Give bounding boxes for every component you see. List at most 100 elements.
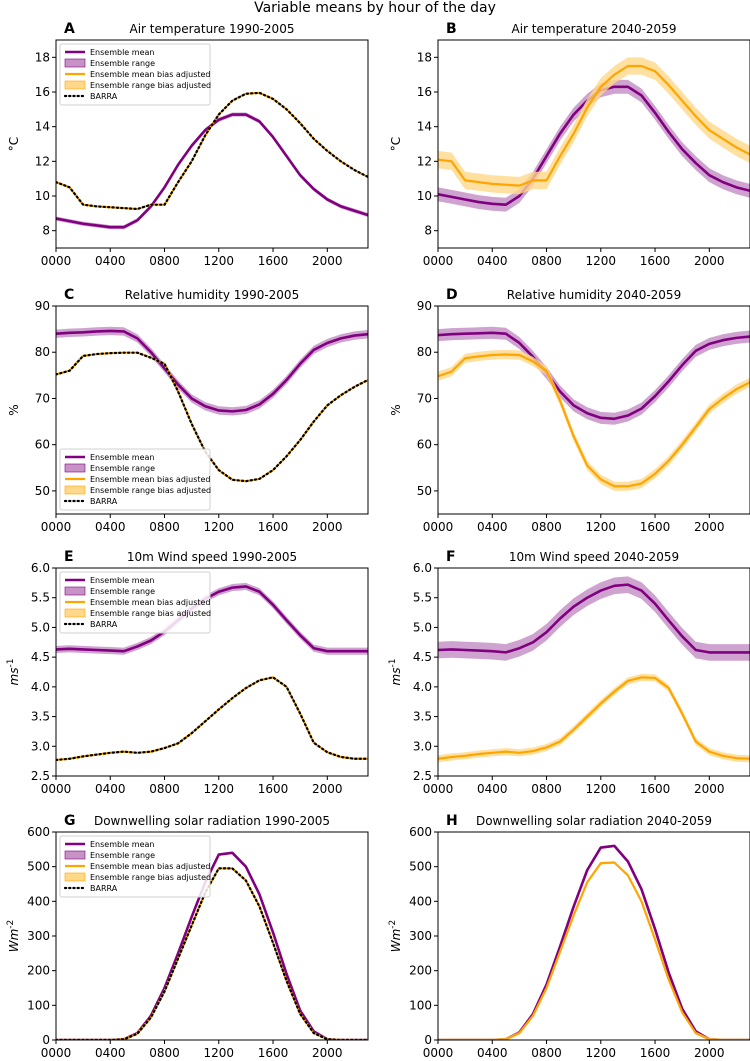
legend-swatch-ens-range bbox=[64, 850, 86, 860]
y-tick-label: 14 bbox=[35, 120, 50, 134]
x-tick-label: 0000 bbox=[423, 1046, 454, 1060]
legend-label: Ensemble range bias adjusted bbox=[90, 609, 211, 618]
y-tick-label: 60 bbox=[35, 438, 50, 452]
series-line-bias bbox=[438, 676, 750, 760]
panel-f: 10m Wind speed 2040-2059 F 0000 0400 0800 120… bbox=[388, 549, 750, 796]
axes-frame bbox=[437, 567, 750, 777]
y-tick-label: 300 bbox=[409, 929, 432, 943]
y-tick-label: 5.5 bbox=[31, 591, 50, 605]
x-tick-label: 2000 bbox=[312, 254, 343, 268]
legend-swatch-bias-range bbox=[64, 485, 86, 495]
x-tick-label: 1200 bbox=[586, 1046, 617, 1060]
y-tick-label: 16 bbox=[35, 85, 50, 99]
y-tick-label: 0 bbox=[42, 1033, 50, 1047]
legend-label: Ensemble range bbox=[90, 587, 155, 596]
legend-label: Ensemble range bias adjusted bbox=[90, 873, 211, 882]
panel-title: Downwelling solar radiation 2040-2059 bbox=[476, 814, 712, 828]
series-band-bias bbox=[438, 673, 750, 763]
y-tick-label: 3.5 bbox=[413, 710, 432, 724]
legend-label: Ensemble mean bias adjusted bbox=[90, 475, 211, 484]
y-tick-label: 12 bbox=[35, 154, 50, 168]
legend-label: Ensemble mean bias adjusted bbox=[90, 70, 211, 79]
legend-label: Ensemble mean bbox=[90, 453, 154, 462]
legend-box bbox=[59, 448, 211, 511]
x-tick-label: 0000 bbox=[41, 520, 72, 534]
panel-title: 10m Wind speed 2040-2059 bbox=[509, 550, 679, 564]
panel-title: Relative humidity 1990-2005 bbox=[125, 288, 299, 302]
x-tick-label: 1600 bbox=[258, 520, 289, 534]
series-line-bias bbox=[438, 64, 750, 187]
y-tick-label: 200 bbox=[27, 964, 50, 978]
legend-label: Ensemble mean bbox=[90, 48, 154, 57]
x-tick-label: 0400 bbox=[95, 520, 126, 534]
legend-label: Ensemble range bias adjusted bbox=[90, 486, 211, 495]
y-tick-label: 500 bbox=[409, 860, 432, 874]
x-tick-label: 1600 bbox=[258, 782, 289, 796]
y-tick-label: 18 bbox=[417, 50, 432, 64]
legend-label: Ensemble range bias adjusted bbox=[90, 81, 211, 90]
y-tick-label: 3.5 bbox=[31, 710, 50, 724]
x-tick-label: 0400 bbox=[95, 782, 126, 796]
y-tick-label: 10 bbox=[35, 189, 50, 203]
series-band-ens bbox=[56, 112, 368, 230]
y-tick-label: 18 bbox=[35, 50, 50, 64]
y-tick-label: 70 bbox=[35, 391, 50, 405]
panel-title: 10m Wind speed 1990-2005 bbox=[127, 550, 297, 564]
y-tick-label: 600 bbox=[409, 825, 432, 839]
y-tick-label: 5.0 bbox=[413, 620, 432, 634]
series-line-ens bbox=[56, 113, 368, 229]
panel-title: Relative humidity 2040-2059 bbox=[507, 288, 681, 302]
series-band-ens bbox=[438, 576, 750, 661]
legend-swatch-bias-range bbox=[64, 872, 86, 882]
legend-label: BARRA bbox=[90, 497, 118, 506]
legend-label: BARRA bbox=[90, 92, 118, 101]
y-tick-label: 6.0 bbox=[31, 561, 50, 575]
legend-label: BARRA bbox=[90, 620, 118, 629]
series-band-ens bbox=[438, 326, 750, 425]
x-tick-label: 2000 bbox=[694, 254, 725, 268]
panel-letter: G bbox=[64, 813, 76, 829]
y-tick-label: 4.0 bbox=[413, 680, 432, 694]
x-tick-label: 0800 bbox=[531, 520, 562, 534]
x-tick-label: 0800 bbox=[149, 254, 180, 268]
x-tick-label: 0400 bbox=[477, 782, 508, 796]
x-tick-label: 0800 bbox=[149, 782, 180, 796]
x-tick-label: 2000 bbox=[312, 520, 343, 534]
y-tick-label: 0 bbox=[424, 1033, 432, 1047]
y-tick-label: 50 bbox=[35, 484, 50, 498]
x-tick-label: 0800 bbox=[149, 520, 180, 534]
panel-b: Air temperature 2040-2059 B 0000 0400 0800 12… bbox=[389, 21, 750, 268]
y-tick-label: 2.5 bbox=[31, 769, 50, 783]
legend-label: Ensemble range bbox=[90, 851, 155, 860]
y-tick-label: 6.0 bbox=[413, 561, 432, 575]
x-tick-label: 1600 bbox=[258, 254, 289, 268]
y-tick-label: 2.5 bbox=[413, 769, 432, 783]
panel-letter: F bbox=[446, 549, 456, 565]
x-tick-label: 0800 bbox=[531, 1046, 562, 1060]
legend-swatch-ens-range bbox=[64, 586, 86, 596]
x-tick-label: 0400 bbox=[95, 254, 126, 268]
x-tick-label: 1200 bbox=[586, 520, 617, 534]
plot-area bbox=[438, 576, 750, 763]
series-line-ens bbox=[438, 331, 750, 421]
y-tick-label: 4.5 bbox=[413, 650, 432, 664]
series-line-barra bbox=[56, 351, 368, 483]
y-tick-label: 5.0 bbox=[31, 620, 50, 634]
x-tick-label: 0000 bbox=[41, 254, 72, 268]
panel-letter: H bbox=[446, 813, 458, 829]
legend-label: Ensemble mean bias adjusted bbox=[90, 598, 211, 607]
series-band-bias bbox=[438, 861, 750, 1040]
legend-label: Ensemble range bbox=[90, 464, 155, 473]
panel-a: Air temperature 1990-2005 A 0000 0400 0800 12… bbox=[7, 21, 369, 268]
legend-label: Ensemble range bbox=[90, 59, 155, 68]
panel-letter: B bbox=[446, 21, 457, 37]
panel-h: Downwelling solar radiation 2040-2059H00… bbox=[388, 813, 750, 1060]
series-line-bias bbox=[56, 676, 368, 762]
y-tick-label: 3.0 bbox=[31, 739, 50, 753]
panel-e: 10m Wind speed 1990-2005 E 0000 0400 0800 120… bbox=[6, 549, 369, 796]
series-line-ens bbox=[56, 851, 368, 1040]
y-axis-label: % bbox=[7, 404, 21, 415]
x-tick-label: 1600 bbox=[258, 1046, 289, 1060]
axes-frame bbox=[55, 305, 369, 515]
